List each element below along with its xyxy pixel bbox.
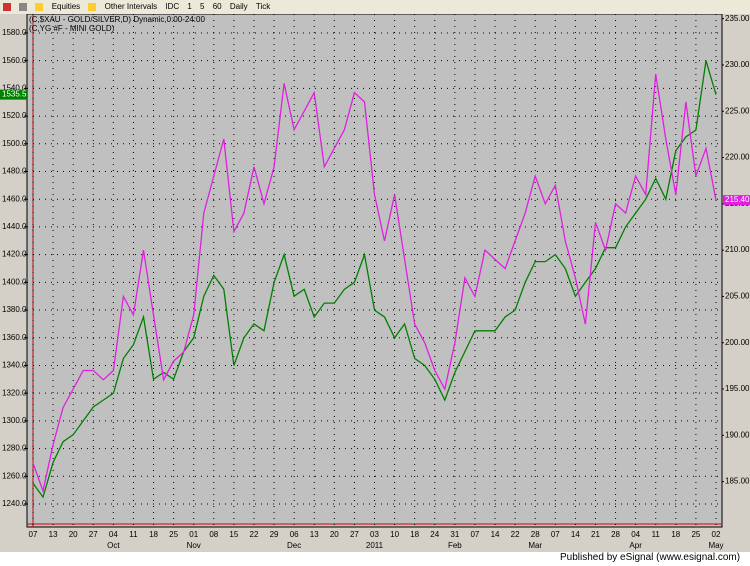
x-tick-label: 04 — [109, 530, 118, 539]
x-tick-label: 07 — [551, 530, 560, 539]
x-tick-label: 10 — [390, 530, 399, 539]
toolbar-item[interactable]: Equities — [51, 2, 81, 11]
y-tick-label: 1340.0 — [2, 361, 27, 370]
last-value-label: 1535.5 — [2, 90, 27, 99]
last-value-box — [723, 195, 750, 206]
x-tick-label: 22 — [511, 530, 520, 539]
y-tick-label: 1420.0 — [2, 250, 27, 259]
x-tick-label: 25 — [691, 530, 700, 539]
toolbar-item[interactable]: 60 — [212, 2, 222, 11]
y2-tick-label: 225.00 — [725, 106, 750, 115]
last-value-box — [0, 89, 27, 100]
x-tick-label: 15 — [229, 530, 238, 539]
y-tick-label: 1300.0 — [2, 416, 27, 425]
last-value-label: 215.40 — [725, 195, 750, 204]
x-month-label: 2011 — [366, 541, 384, 550]
toolbar-item[interactable]: 1 — [187, 2, 192, 11]
x-tick-label: 11 — [652, 530, 661, 539]
x-tick-label: 03 — [370, 530, 379, 539]
x-tick-label: 08 — [209, 530, 218, 539]
x-tick-label: 14 — [491, 530, 500, 539]
icon — [3, 2, 11, 11]
x-tick-label: 27 — [350, 530, 359, 539]
x-tick-label: 20 — [69, 530, 78, 539]
toolbar-item[interactable]: 5 — [200, 2, 205, 11]
y2-tick-label: 210.00 — [725, 245, 750, 254]
chart: (C,$XAU - GOLD/SILVER,D) Dynamic,0:00-24… — [0, 14, 750, 552]
chart-title: (C,$XAU - GOLD/SILVER,D) Dynamic,0:00-24… — [29, 15, 205, 24]
x-tick-label: 07 — [470, 530, 479, 539]
y2-tick-label: 205.00 — [725, 292, 750, 301]
x-month-label: Dec — [287, 541, 301, 550]
x-tick-label: 01 — [189, 530, 198, 539]
x-tick-label: 13 — [310, 530, 319, 539]
x-tick-label: 02 — [712, 530, 721, 539]
x-tick-label: 29 — [270, 530, 279, 539]
y2-tick-label: 195.00 — [725, 384, 750, 393]
x-month-label: Nov — [187, 541, 201, 550]
y-tick-label: 1240.0 — [2, 499, 27, 508]
x-tick-label: 28 — [531, 530, 540, 539]
toolbar-item[interactable]: Daily — [229, 2, 248, 11]
x-month-label: Oct — [107, 541, 120, 550]
x-tick-label: 13 — [49, 530, 58, 539]
icon — [88, 2, 97, 11]
y-tick-label: 1500.0 — [2, 139, 27, 148]
x-month-label: Feb — [448, 541, 462, 550]
x-tick-label: 18 — [671, 530, 680, 539]
y-tick-label: 1460.0 — [2, 194, 27, 203]
x-tick-label: 04 — [631, 530, 640, 539]
series-line — [32, 74, 717, 494]
y-tick-label: 1380.0 — [2, 305, 27, 314]
y2-tick-label: 220.00 — [725, 153, 750, 162]
y-tick-label: 1260.0 — [2, 471, 27, 480]
x-tick-label: 21 — [591, 530, 600, 539]
x-month-label: May — [708, 541, 723, 550]
y-tick-label: 1360.0 — [2, 333, 27, 342]
y-tick-label: 1480.0 — [2, 167, 27, 176]
x-tick-label: 18 — [410, 530, 419, 539]
x-tick-label: 31 — [450, 530, 459, 539]
x-tick-label: 18 — [149, 530, 158, 539]
toolbar-item[interactable]: Tick — [255, 2, 271, 11]
x-tick-label: 07 — [29, 530, 38, 539]
x-month-label: Mar — [528, 541, 542, 550]
chart-subtitle: (C,YG #F - MINI GOLD) — [29, 24, 115, 33]
series-line — [32, 60, 717, 499]
y2-tick-label: 185.00 — [725, 477, 750, 486]
y-tick-label: 1440.0 — [2, 222, 27, 231]
x-tick-label: 25 — [169, 530, 178, 539]
x-tick-label: 14 — [571, 530, 580, 539]
y2-tick-label: 190.00 — [725, 430, 750, 439]
plot-area — [26, 14, 723, 528]
toolbar: Equities Other Intervals IDC 1 5 60 Dail… — [0, 0, 750, 14]
toolbar-item[interactable]: Other Intervals — [104, 2, 158, 11]
icon — [19, 2, 28, 11]
y2-tick-label: 230.00 — [725, 60, 750, 69]
y-tick-label: 1520.0 — [2, 111, 27, 120]
x-tick-label: 11 — [129, 530, 138, 539]
y-tick-label: 1280.0 — [2, 444, 27, 453]
x-tick-label: 20 — [330, 530, 339, 539]
toolbar-item[interactable]: IDC — [165, 2, 180, 11]
x-tick-label: 22 — [250, 530, 259, 539]
x-tick-label: 28 — [611, 530, 620, 539]
y-tick-label: 1560.0 — [2, 56, 27, 65]
x-tick-label: 27 — [89, 530, 98, 539]
y-tick-label: 1320.0 — [2, 388, 27, 397]
y-tick-label: 1540.0 — [2, 84, 27, 93]
x-tick-label: 24 — [430, 530, 439, 539]
footer: Published by eSignal (www.esignal.com) — [560, 552, 741, 563]
y-tick-label: 1400.0 — [2, 277, 27, 286]
y2-tick-label: 235.00 — [725, 14, 750, 23]
icon — [35, 2, 44, 11]
y2-tick-label: 200.00 — [725, 338, 750, 347]
x-tick-label: 06 — [290, 530, 299, 539]
x-month-label: Apr — [629, 541, 642, 550]
y-tick-label: 1580.0 — [2, 28, 27, 37]
